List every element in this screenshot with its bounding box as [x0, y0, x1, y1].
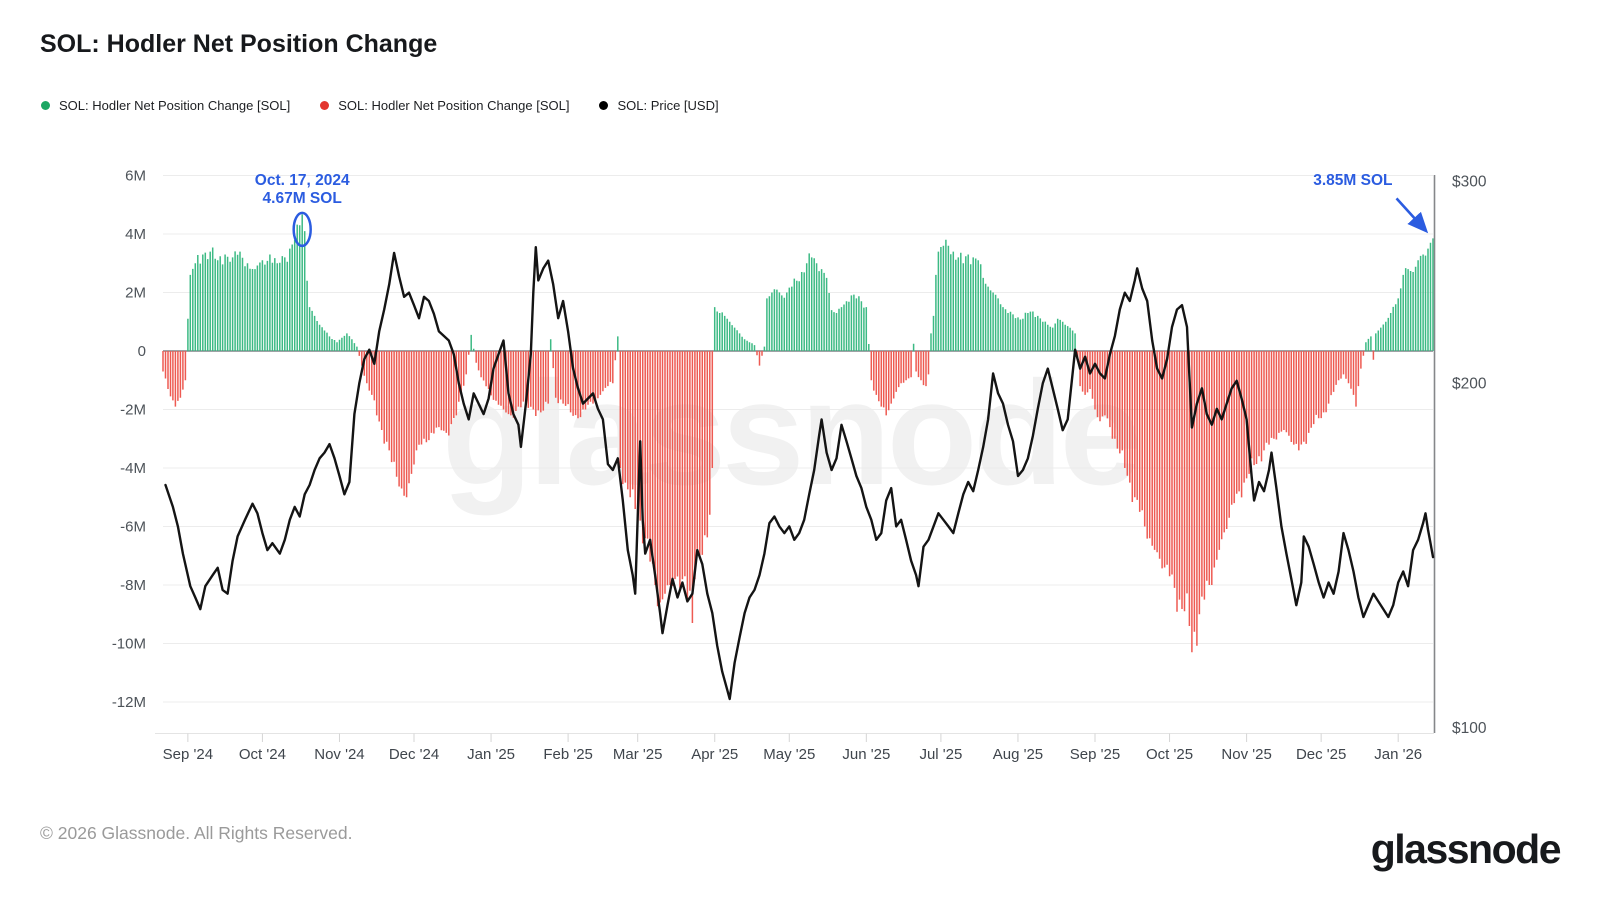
annotation-latest-value-label: 3.85M SOL — [1313, 172, 1393, 189]
x-axis-tick-label: Feb '25 — [543, 746, 593, 763]
net-position-bars — [162, 214, 1434, 653]
x-axis-tick-label: Nov '24 — [314, 746, 364, 763]
y-axis-left-tick-label: -4M — [120, 460, 146, 477]
y-axis-right-tick-label: $200 — [1452, 375, 1487, 392]
x-axis-tick-label: Nov '25 — [1221, 746, 1271, 763]
green-dot-icon — [41, 101, 50, 110]
x-axis-tick-label: Jan '26 — [1374, 746, 1422, 763]
y-axis-left-tick-label: 6M — [125, 168, 146, 185]
legend-label: SOL: Hodler Net Position Change [SOL] — [59, 98, 291, 113]
y-axis-right-tick-label: $100 — [1452, 720, 1487, 737]
y-axis-left-tick-label: -6M — [120, 519, 146, 536]
x-axis-tick-label: Jul '25 — [919, 746, 962, 763]
y-axis-left-tick-label: -2M — [120, 402, 146, 419]
copyright-text: © 2026 Glassnode. All Rights Reserved. — [40, 823, 353, 843]
bars-negative-series — [162, 351, 1375, 653]
annotation-shapes — [292, 197, 1429, 248]
axes: 6M 4M 2M 0 -2M -4M -6M -8M -10M -12M $300 $200 $100 S… — [112, 168, 1487, 764]
bars-positive-series — [187, 214, 1434, 351]
page-title: SOL: Hodler Net Position Change — [40, 30, 438, 58]
arrow-icon — [1395, 197, 1429, 234]
y-axis-left-tick-label: 4M — [125, 226, 146, 243]
x-axis-tick-label: Dec '25 — [1296, 746, 1346, 763]
y-axis-left-tick-label: -10M — [112, 636, 146, 653]
legend-item-price[interactable]: SOL: Price [USD] — [599, 98, 719, 113]
y-axis-left-tick-label: 2M — [125, 285, 146, 302]
gridlines — [163, 175, 1433, 703]
chart-legend: SOL: Hodler Net Position Change [SOL] SO… — [41, 98, 719, 113]
annotation-date-line: Oct. 17, 2024 — [254, 172, 350, 189]
annotation-oct17-label: Oct. 17, 2024 4.67M SOL — [255, 172, 350, 208]
x-axis-tick-label: Mar '25 — [613, 746, 663, 763]
price-line-series — [164, 245, 1435, 701]
x-axis-tick-label: Sep '25 — [1070, 746, 1120, 763]
legend-label: SOL: Price [USD] — [617, 98, 719, 113]
x-axis-tick-label: Dec '24 — [389, 746, 439, 763]
legend-label: SOL: Hodler Net Position Change [SOL] — [338, 98, 570, 113]
x-axis-tick-label: Sep '24 — [163, 746, 213, 763]
annotation-value-line: 4.67M SOL — [262, 189, 342, 207]
x-axis-tick-label: Oct '24 — [239, 746, 286, 763]
red-dot-icon — [320, 101, 330, 110]
x-axis-tick-label: Aug '25 — [993, 746, 1043, 763]
glassnode-logo: glassnode — [1370, 826, 1562, 872]
y-axis-left-tick-label: 0 — [138, 343, 146, 360]
y-axis-right-tick-label: $300 — [1452, 174, 1487, 191]
x-axis-tick-label: May '25 — [763, 746, 815, 763]
legend-item-hodler-positive[interactable]: SOL: Hodler Net Position Change [SOL] — [41, 98, 290, 113]
x-axis-tick-label: Oct '25 — [1146, 746, 1193, 763]
legend-item-hodler-negative[interactable]: SOL: Hodler Net Position Change [SOL] — [320, 98, 569, 113]
price-line — [164, 245, 1435, 701]
y-axis-left-tick-label: -8M — [120, 577, 146, 594]
x-axis-tick-label: Jun '25 — [842, 746, 890, 763]
highlight-ellipse — [292, 211, 312, 248]
x-axis-tick-label: Jan '25 — [467, 746, 515, 763]
black-dot-icon — [599, 101, 609, 110]
y-axis-left-tick-label: -12M — [112, 694, 146, 711]
x-axis-tick-label: Apr '25 — [691, 746, 738, 763]
